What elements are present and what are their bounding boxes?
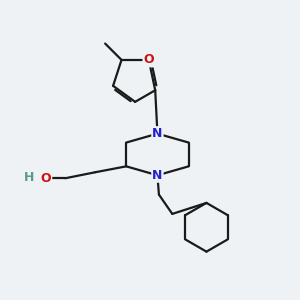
Text: H: H	[23, 171, 34, 184]
Text: O: O	[143, 53, 154, 66]
Text: O: O	[41, 172, 51, 185]
Text: N: N	[152, 127, 163, 140]
Text: N: N	[152, 169, 163, 182]
